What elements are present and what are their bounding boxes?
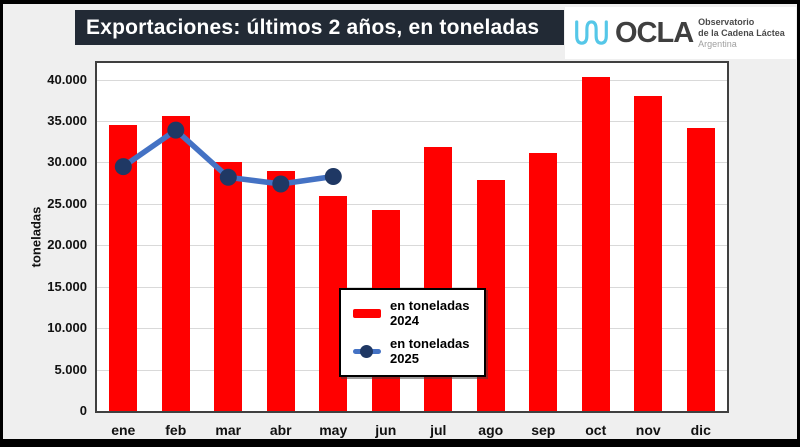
logo-acronym: OCLA	[615, 16, 694, 49]
bar-mar	[214, 162, 243, 411]
x-tick-label-feb: feb	[165, 422, 187, 438]
x-tick-label-abr: abr	[269, 422, 292, 438]
marker-may	[324, 168, 342, 185]
x-tick-label-jun: jun	[375, 422, 397, 438]
y-tick-label: 25.000	[47, 195, 87, 211]
x-tick-label-may: may	[319, 422, 348, 438]
gridline	[97, 121, 727, 122]
bar-dic	[686, 127, 715, 411]
gridline	[97, 79, 727, 81]
marker-ene	[114, 158, 132, 176]
gridline	[97, 245, 727, 247]
marker-feb	[167, 121, 185, 139]
wave-icon	[575, 20, 608, 45]
bar-nov	[634, 96, 663, 411]
y-tick-label: 20.000	[47, 237, 87, 253]
y-tick-label: 0	[79, 403, 87, 418]
marker-abr	[272, 175, 290, 193]
y-tick-label: 30.000	[47, 154, 87, 170]
x-tick-label-ene: ene	[111, 422, 136, 438]
legend-swatch-2024	[353, 308, 381, 318]
x-tick-label-sep: sep	[531, 422, 556, 438]
logo-line-1: Observatorio	[698, 16, 755, 27]
logo-text: Observatorio de la Cadena Láctea Argenti…	[698, 17, 785, 50]
y-tick-label: 35.000	[47, 113, 87, 128]
y-tick-label: 40.000	[47, 71, 87, 87]
bar-feb	[161, 116, 190, 411]
y-tick-label: 10.000	[47, 320, 87, 336]
x-tick-label-nov: nov	[635, 422, 661, 438]
marker-mar	[219, 168, 237, 186]
gridline	[97, 162, 727, 164]
chart-title: Exportaciones: últimos 2 años, en tonela…	[86, 15, 540, 39]
gridline	[97, 286, 727, 288]
x-tick-label-mar: mar	[215, 422, 242, 438]
logo-line-3: Argentina	[698, 38, 737, 49]
ocla-logo: OCLA Observatorio de la Cadena Láctea Ar…	[565, 7, 796, 59]
line-series-2025	[114, 121, 342, 193]
bar-abr	[266, 170, 295, 411]
gridline	[97, 203, 727, 205]
legend-marker-dot	[360, 344, 373, 358]
x-tick-label-ago: ago	[478, 422, 504, 438]
y-tick-label: 5.000	[54, 361, 87, 377]
chart-title-bar: Exportaciones: últimos 2 años, en tonela…	[75, 10, 564, 45]
legend-label-2024: en toneladas 2024	[390, 298, 470, 328]
x-tick-label-dic: dic	[690, 422, 711, 438]
legend-item-2025: en toneladas 2025	[353, 336, 480, 366]
bar-oct	[581, 77, 610, 411]
legend-label-2025: en toneladas 2025	[390, 336, 470, 366]
legend: en toneladas 2024 en toneladas 2025	[339, 288, 486, 377]
x-tick-label-oct: oct	[585, 422, 607, 438]
legend-item-2024: en toneladas 2024	[353, 298, 480, 328]
legend-swatch-2025	[353, 344, 381, 358]
logo-line-2: de la Cadena Láctea	[698, 27, 785, 38]
y-tick-label: 15.000	[47, 278, 87, 294]
x-tick-label-jul: jul	[430, 422, 447, 438]
bar-sep	[529, 153, 558, 411]
